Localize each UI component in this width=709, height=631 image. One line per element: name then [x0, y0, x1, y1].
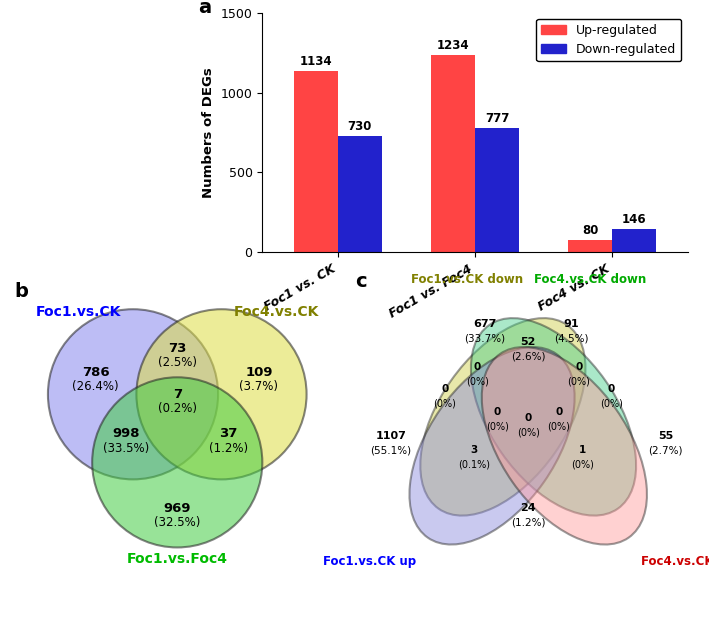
Text: 55: 55	[658, 430, 674, 440]
Text: 3: 3	[470, 445, 478, 455]
Text: 786: 786	[82, 366, 109, 379]
Y-axis label: Numbers of DEGs: Numbers of DEGs	[202, 67, 215, 198]
Text: Foc1.vs.CK up: Foc1.vs.CK up	[323, 555, 415, 568]
Bar	[613, 229, 656, 252]
Text: (0.1%): (0.1%)	[458, 459, 490, 469]
Text: 998: 998	[113, 427, 140, 440]
Text: c: c	[354, 272, 367, 292]
Text: (55.1%): (55.1%)	[370, 445, 411, 455]
Text: (3.7%): (3.7%)	[240, 380, 279, 393]
Text: (0%): (0%)	[600, 398, 623, 408]
Text: 146: 146	[622, 213, 647, 226]
Text: 1134: 1134	[299, 56, 332, 68]
Text: (0%): (0%)	[547, 422, 570, 432]
Text: 0: 0	[575, 362, 583, 372]
Text: 969: 969	[164, 502, 191, 515]
Text: (26.4%): (26.4%)	[72, 380, 119, 393]
Bar	[294, 71, 337, 252]
Text: 777: 777	[485, 112, 509, 126]
Circle shape	[136, 309, 306, 480]
Text: Foc4.vs.CK: Foc4.vs.CK	[233, 305, 318, 319]
Text: 0: 0	[442, 384, 449, 394]
Text: 109: 109	[245, 366, 273, 379]
Bar	[337, 136, 381, 252]
Text: (4.5%): (4.5%)	[554, 333, 589, 343]
Legend: Up-regulated, Down-regulated: Up-regulated, Down-regulated	[536, 19, 681, 61]
Text: b: b	[14, 282, 28, 301]
Text: (2.6%): (2.6%)	[511, 351, 545, 361]
Text: (32.5%): (32.5%)	[154, 516, 201, 529]
Text: 730: 730	[347, 120, 372, 133]
Text: 73: 73	[168, 342, 186, 355]
Ellipse shape	[482, 347, 647, 545]
Text: 1107: 1107	[375, 430, 406, 440]
Ellipse shape	[410, 347, 574, 545]
Bar	[431, 55, 475, 252]
Text: 0: 0	[555, 407, 562, 417]
Circle shape	[92, 377, 262, 548]
Text: 37: 37	[219, 427, 238, 440]
Ellipse shape	[471, 318, 636, 516]
Text: 1234: 1234	[437, 39, 469, 52]
Text: (0%): (0%)	[466, 377, 489, 386]
Text: 80: 80	[582, 224, 598, 237]
Text: (0%): (0%)	[571, 459, 594, 469]
Text: (0.2%): (0.2%)	[157, 403, 197, 415]
Text: (33.7%): (33.7%)	[464, 333, 506, 343]
Text: (2.7%): (2.7%)	[648, 445, 683, 455]
Text: 677: 677	[473, 319, 496, 329]
Text: (1.2%): (1.2%)	[208, 442, 248, 454]
Text: 0: 0	[494, 407, 501, 417]
Text: Foc4.vs.CK up: Foc4.vs.CK up	[641, 555, 709, 568]
Text: 0: 0	[608, 384, 615, 394]
Text: 1: 1	[579, 445, 586, 455]
Text: (0%): (0%)	[517, 427, 540, 437]
Text: 52: 52	[520, 337, 536, 346]
Text: Foc1.vs.CK: Foc1.vs.CK	[36, 305, 121, 319]
Text: (2.5%): (2.5%)	[157, 357, 197, 370]
Text: Foc1.vs.Foc4: Foc1.vs.Foc4	[127, 551, 228, 566]
Text: 0: 0	[525, 413, 532, 423]
Text: 24: 24	[520, 503, 536, 513]
Text: (33.5%): (33.5%)	[103, 442, 150, 454]
Text: a: a	[199, 0, 212, 17]
Text: (1.2%): (1.2%)	[511, 517, 545, 528]
Bar	[569, 240, 613, 252]
Bar	[475, 128, 519, 252]
Text: (0%): (0%)	[434, 398, 457, 408]
Text: 7: 7	[173, 388, 182, 401]
Text: Foc1.vs.CK down: Foc1.vs.CK down	[411, 273, 523, 286]
Text: Foc4.vs.CK down: Foc4.vs.CK down	[534, 273, 646, 286]
Text: 91: 91	[564, 319, 579, 329]
Text: (0%): (0%)	[567, 377, 591, 386]
Text: 0: 0	[474, 362, 481, 372]
Ellipse shape	[420, 318, 586, 516]
Circle shape	[48, 309, 218, 480]
Text: (0%): (0%)	[486, 422, 509, 432]
